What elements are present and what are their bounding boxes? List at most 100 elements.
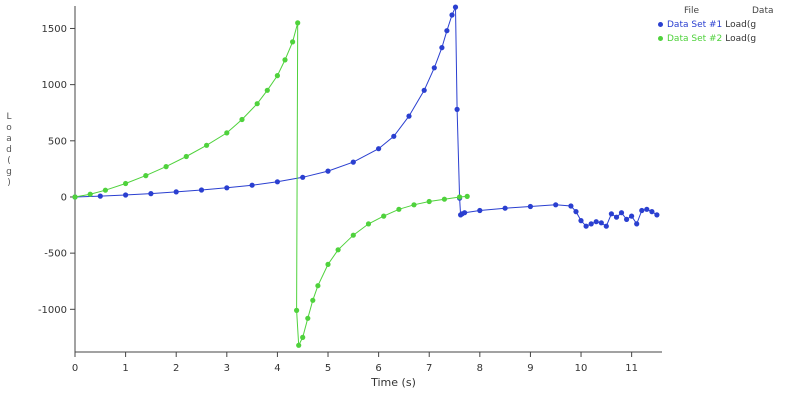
y-tick-label: 0 <box>61 192 67 203</box>
data-point <box>204 142 210 148</box>
y-axis-label-char: d <box>6 145 12 155</box>
legend-marker-icon <box>658 22 663 27</box>
data-point <box>198 187 205 193</box>
data-point <box>224 130 230 136</box>
data-point <box>72 194 78 200</box>
data-point <box>143 173 149 179</box>
data-point <box>376 146 382 152</box>
data-point <box>123 180 129 187</box>
data-point <box>274 73 280 79</box>
data-point <box>449 12 455 18</box>
data-point <box>583 223 589 229</box>
series-line <box>74 6 658 227</box>
data-point <box>624 216 630 222</box>
data-point <box>224 185 230 191</box>
data-point <box>444 28 450 34</box>
x-tick-label: 10 <box>575 363 588 374</box>
data-point <box>295 20 301 26</box>
x-tick-label: 2 <box>173 363 179 374</box>
y-axis-label-char: o <box>6 123 12 133</box>
data-point <box>335 247 341 253</box>
data-point <box>183 153 189 160</box>
y-axis-label: L o a d ( g ) <box>2 112 16 189</box>
legend-entry-dataset-1[interactable]: Data Set #1 Load(g <box>658 20 756 30</box>
x-axis-label: Time (s) <box>371 376 416 389</box>
data-point <box>649 209 655 215</box>
data-point <box>464 193 470 199</box>
x-tick-label: 11 <box>625 363 638 374</box>
axes <box>70 6 662 357</box>
legend-series-data: Load(g <box>725 34 757 44</box>
data-point <box>123 192 129 198</box>
data-point <box>315 283 321 289</box>
x-tick-label: 8 <box>477 363 483 374</box>
data-point <box>477 207 483 214</box>
data-point <box>598 220 604 226</box>
series-line <box>74 22 468 348</box>
legend-entry-dataset-2[interactable]: Data Set #2 Load(g <box>658 34 756 44</box>
data-point <box>282 57 288 63</box>
y-tick-label: -500 <box>44 249 67 260</box>
data-point <box>173 189 179 195</box>
x-tick-label: 3 <box>224 363 230 374</box>
data-point <box>441 196 447 202</box>
data-point <box>553 202 559 208</box>
legend-series-name: Data Set #1 <box>667 20 723 30</box>
data-point <box>102 187 108 193</box>
legend-header-file: File <box>684 6 700 16</box>
legend-header-data: Data <box>752 6 774 16</box>
legend-series-data: Load(g <box>725 20 757 30</box>
data-point <box>87 191 93 197</box>
data-point <box>325 261 331 267</box>
data-point <box>573 209 579 215</box>
data-point <box>613 214 620 220</box>
y-axis-label-char: L <box>6 112 12 122</box>
y-axis-label-char: a <box>6 134 12 144</box>
y-tick-label: -1000 <box>38 305 67 316</box>
data-point <box>163 164 169 170</box>
data-point <box>654 212 660 218</box>
y-tick-label: 1000 <box>42 80 67 91</box>
data-point <box>593 219 599 225</box>
data-point <box>457 194 463 200</box>
data-point <box>300 174 306 180</box>
x-tick-label: 6 <box>375 363 381 374</box>
y-axis-label-char: g <box>6 167 12 177</box>
x-tick-label: 0 <box>72 363 78 374</box>
data-point <box>239 116 245 123</box>
data-point <box>644 206 650 212</box>
data-point <box>634 221 640 227</box>
y-tick-label: 1500 <box>42 24 67 35</box>
data-point <box>421 87 427 93</box>
series-group <box>72 4 660 348</box>
data-point <box>578 218 584 224</box>
data-point <box>454 106 460 112</box>
data-point <box>305 315 311 321</box>
data-point <box>97 193 103 199</box>
data-point <box>406 113 412 119</box>
data-point <box>527 203 534 210</box>
data-point <box>411 202 417 208</box>
data-point <box>629 213 635 219</box>
data-point <box>294 307 300 313</box>
legend-series-name: Data Set #2 <box>667 34 723 44</box>
data-point <box>148 191 154 197</box>
series-2 <box>72 20 470 348</box>
x-tick-label: 9 <box>527 363 533 374</box>
y-tick-label: 500 <box>48 136 67 147</box>
legend[interactable]: File Data Data Set #1 Load(g Data Set #2 L… <box>658 6 787 76</box>
data-point <box>290 39 296 45</box>
data-point <box>396 206 402 212</box>
legend-marker-icon <box>658 36 663 41</box>
data-point <box>391 133 397 139</box>
data-point <box>431 65 437 71</box>
data-point <box>608 211 615 217</box>
data-point <box>254 101 260 107</box>
data-point <box>365 221 372 227</box>
data-point <box>264 87 270 93</box>
data-point <box>439 45 445 51</box>
data-point <box>426 198 432 205</box>
y-axis-label-char: ) <box>7 178 11 188</box>
data-point <box>568 203 574 209</box>
